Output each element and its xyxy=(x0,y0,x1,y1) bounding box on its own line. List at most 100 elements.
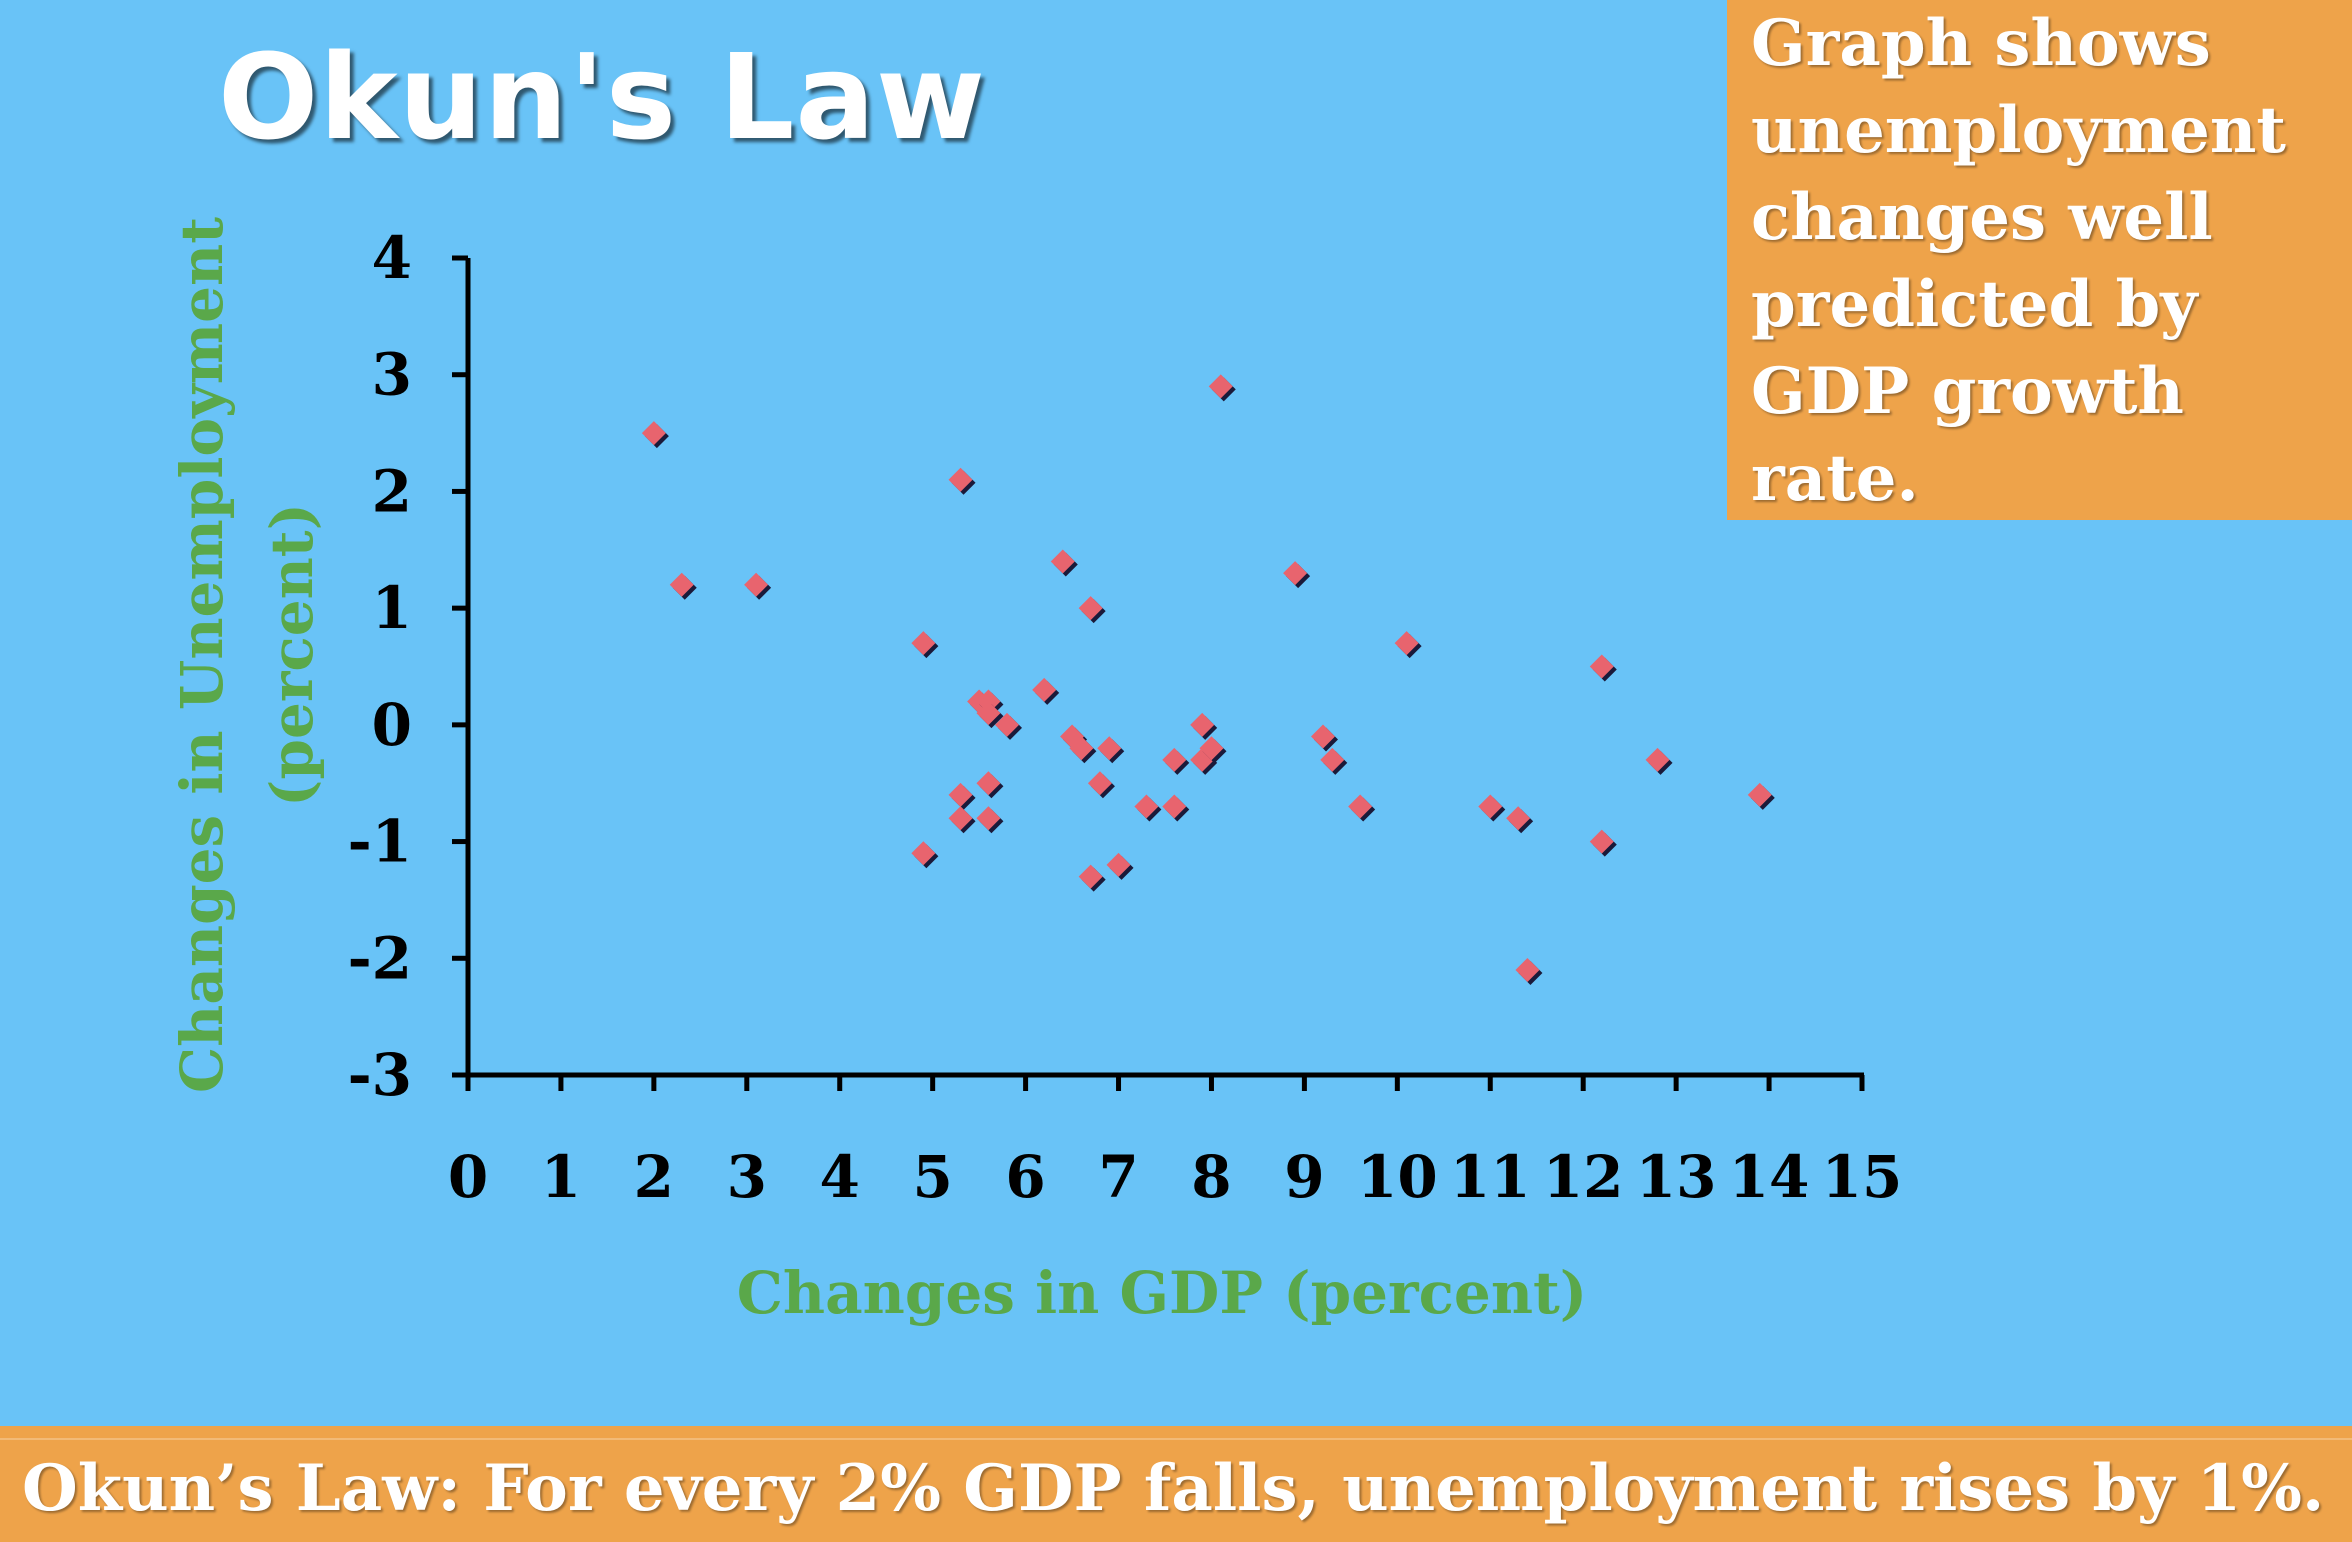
data-point xyxy=(1208,374,1236,402)
x-tick-label: 9 xyxy=(1284,1143,1324,1211)
data-point-marker xyxy=(976,771,1001,796)
data-point-marker xyxy=(1283,561,1308,586)
data-point xyxy=(1589,654,1617,682)
slide-title: Okun's Law xyxy=(218,28,987,166)
callout-line: changes well xyxy=(1751,180,2213,255)
data-point-marker xyxy=(948,806,973,831)
data-point-marker xyxy=(1190,712,1215,737)
data-point-marker xyxy=(641,421,666,446)
data-point xyxy=(948,467,976,495)
y-tick-label: 1 xyxy=(372,574,412,642)
data-point xyxy=(669,572,697,600)
data-point-marker xyxy=(1106,852,1131,877)
x-tick-label: 13 xyxy=(1636,1143,1717,1211)
x-tick-label: 12 xyxy=(1543,1143,1624,1211)
data-point-marker xyxy=(1478,794,1503,819)
data-point-marker xyxy=(1078,864,1103,889)
callout-line: rate. xyxy=(1751,441,1919,516)
x-tick-label: 2 xyxy=(634,1143,674,1211)
footer-text: Okun’s Law: For every 2% GDP falls, unem… xyxy=(0,1438,2352,1536)
x-tick-label: 5 xyxy=(912,1143,952,1211)
data-point-marker xyxy=(1506,806,1531,831)
x-tick-label: 1 xyxy=(541,1143,581,1211)
data-point-marker xyxy=(1747,782,1772,807)
data-point-marker xyxy=(1645,747,1670,772)
x-tick-label: 15 xyxy=(1822,1143,1903,1211)
data-point-marker xyxy=(1310,724,1335,749)
data-point-marker xyxy=(948,782,973,807)
data-point xyxy=(1199,736,1227,764)
data-point-marker xyxy=(1515,957,1540,982)
data-point xyxy=(1589,829,1617,857)
x-tick-label: 0 xyxy=(448,1143,488,1211)
callout-line: GDP growth xyxy=(1751,354,2184,429)
data-point xyxy=(1320,747,1348,775)
data-point xyxy=(1106,852,1134,880)
y-axis-label-line-2: (percent) xyxy=(258,503,326,807)
data-point-marker xyxy=(1162,747,1187,772)
footer-banner: Okun’s Law: For every 2% GDP falls, unem… xyxy=(0,1426,2352,1542)
data-point-marker xyxy=(1097,736,1122,761)
data-point-marker xyxy=(744,572,769,597)
callout-box: Graph shows unemployment changes well pr… xyxy=(1727,0,2352,520)
data-point-marker xyxy=(911,631,936,656)
data-point xyxy=(948,806,976,834)
data-point-marker xyxy=(976,806,1001,831)
data-point xyxy=(1134,794,1162,822)
y-tick-label: 3 xyxy=(372,341,412,409)
data-point xyxy=(1032,677,1060,705)
data-point xyxy=(948,782,976,810)
data-point xyxy=(1394,631,1422,659)
data-point-marker xyxy=(1589,654,1614,679)
y-axis-label: Changes in Unemployment (percent) xyxy=(168,217,326,1093)
data-point xyxy=(1097,736,1125,764)
data-point xyxy=(1747,782,1775,810)
data-point-marker xyxy=(1050,549,1075,574)
data-point-marker xyxy=(1348,794,1373,819)
data-point xyxy=(1506,806,1534,834)
data-point-marker xyxy=(1394,631,1419,656)
x-axis-label: Changes in GDP (percent) xyxy=(737,1259,1588,1327)
y-tick-label: 2 xyxy=(372,457,412,525)
y-tick-labels: 4 3 2 1 0 -1 -2 -3 xyxy=(348,224,412,1109)
y-tick-label: 4 xyxy=(372,224,412,292)
data-point xyxy=(976,806,1004,834)
data-point xyxy=(744,572,772,600)
data-point-marker xyxy=(1589,829,1614,854)
x-tick-label: 6 xyxy=(1005,1143,1045,1211)
data-point xyxy=(976,701,1004,729)
data-point-marker xyxy=(948,467,973,492)
x-tick-label: 4 xyxy=(820,1143,860,1211)
data-points xyxy=(641,374,1775,985)
x-tick-label: 10 xyxy=(1357,1143,1438,1211)
data-point-marker xyxy=(1320,747,1345,772)
x-tick-label: 3 xyxy=(727,1143,767,1211)
y-tick-label: -2 xyxy=(348,924,412,992)
data-point xyxy=(1162,747,1190,775)
data-point-marker xyxy=(1134,794,1159,819)
data-point xyxy=(1348,794,1376,822)
x-tick-label: 11 xyxy=(1450,1143,1531,1211)
data-point xyxy=(1310,724,1338,752)
x-tick-label: 8 xyxy=(1191,1143,1231,1211)
data-point xyxy=(1087,771,1115,799)
callout-line: unemployment xyxy=(1751,93,2286,168)
callout-line: predicted by xyxy=(1751,267,2198,342)
y-tick-label: 0 xyxy=(372,691,412,759)
data-point xyxy=(1478,794,1506,822)
data-point xyxy=(1078,864,1106,892)
y-tick-label: -1 xyxy=(348,808,412,876)
data-point xyxy=(1283,561,1311,589)
x-tick-label: 7 xyxy=(1098,1143,1138,1211)
data-point xyxy=(1645,747,1673,775)
y-axis-label-line-1: Changes in Unemployment xyxy=(168,217,236,1093)
data-point xyxy=(1050,549,1078,577)
data-point-marker xyxy=(911,841,936,866)
chart-axes xyxy=(452,255,1865,1091)
data-point xyxy=(1190,712,1218,740)
data-point xyxy=(1078,596,1106,624)
data-point-marker xyxy=(1069,736,1094,761)
data-point xyxy=(641,421,669,449)
data-point-marker xyxy=(1208,374,1233,399)
x-tick-label: 14 xyxy=(1729,1143,1810,1211)
